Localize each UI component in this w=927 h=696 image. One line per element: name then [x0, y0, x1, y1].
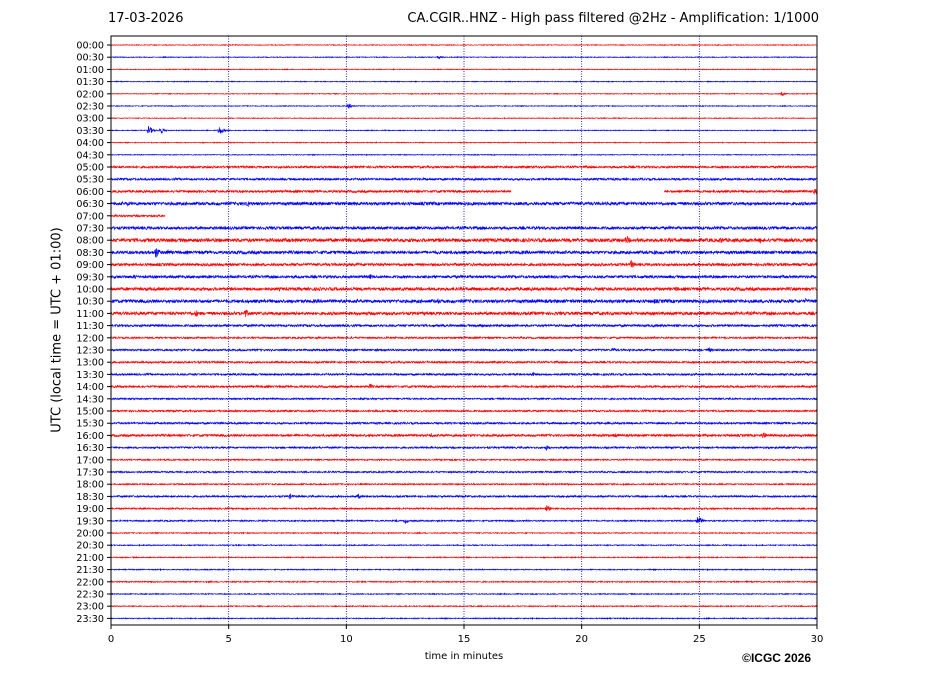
y-tick-label: 07:30 — [76, 224, 104, 235]
y-tick-label: 18:00 — [76, 480, 104, 491]
time-grid — [228, 36, 700, 625]
y-tick-label: 23:30 — [76, 614, 104, 625]
x-tick-label: 15 — [458, 634, 471, 645]
x-tick-label: 25 — [693, 634, 706, 645]
y-tick-label: 16:00 — [76, 431, 104, 442]
y-tick-label: 01:30 — [76, 77, 104, 88]
trace-row-1200 — [110, 335, 818, 340]
y-tick-label: 17:00 — [76, 455, 104, 466]
trace-row-2100 — [110, 555, 818, 560]
x-axis-ticks: 0 5 10 15 20 25 30 — [108, 625, 824, 645]
y-tick-label: 17:30 — [76, 468, 104, 479]
trace-row-2000 — [110, 531, 818, 535]
y-tick-label: 18:30 — [76, 492, 104, 503]
chart-title: CA.CGIR..HNZ - High pass filtered @2Hz -… — [407, 11, 819, 26]
y-tick-label: 05:00 — [76, 163, 104, 174]
y-tick-label: 14:00 — [76, 382, 104, 393]
trace-row-1400 — [110, 383, 818, 389]
y-tick-label: 09:30 — [76, 272, 104, 283]
trace-row-1230 — [110, 347, 818, 353]
y-tick-label: 12:30 — [76, 346, 104, 357]
y-tick-label: 20:00 — [76, 529, 104, 540]
trace-row-0430 — [110, 153, 818, 157]
x-tick-label: 30 — [811, 634, 824, 645]
y-tick-label: 11:30 — [76, 321, 104, 332]
x-tick-label: 5 — [225, 634, 231, 645]
y-tick-label: 22:00 — [76, 577, 104, 588]
date-label: 17-03-2026 — [108, 11, 184, 26]
trace-row-1900 — [110, 505, 818, 512]
y-tick-label: 10:30 — [76, 297, 104, 308]
trace-row-0330 — [110, 125, 818, 134]
y-tick-label: 23:00 — [76, 602, 104, 613]
y-tick-label: 13:30 — [76, 370, 104, 381]
y-tick-label: 02:00 — [76, 89, 104, 100]
y-tick-label: 14:30 — [76, 394, 104, 405]
y-axis-label: UTC (local time = UTC + 01:00) — [49, 227, 65, 433]
y-tick-label: 01:00 — [76, 65, 104, 76]
y-tick-label: 04:00 — [76, 138, 104, 149]
y-tick-label: 22:30 — [76, 590, 104, 601]
y-tick-label: 15:30 — [76, 419, 104, 430]
trace-row-1930 — [110, 517, 818, 524]
trace-row-2030 — [110, 543, 818, 547]
trace-row-0030 — [110, 55, 818, 60]
y-tick-label: 06:30 — [76, 199, 104, 210]
y-tick-label: 09:00 — [76, 260, 104, 271]
y-tick-label: 02:30 — [76, 102, 104, 113]
y-tick-label: 07:00 — [76, 211, 104, 222]
x-axis-label: time in minutes — [424, 651, 504, 662]
y-tick-label: 13:00 — [76, 358, 104, 369]
y-tick-label: 20:30 — [76, 541, 104, 552]
trace-row-0800 — [110, 235, 818, 244]
y-tick-label: 04:30 — [76, 150, 104, 161]
y-tick-label: 21:00 — [76, 553, 104, 564]
y-tick-label: 16:30 — [76, 443, 104, 454]
trace-row-0700 — [110, 213, 166, 218]
trace-row-2330 — [110, 616, 818, 620]
y-tick-label: 06:00 — [76, 187, 104, 198]
y-tick-label: 08:00 — [76, 236, 104, 247]
y-tick-label: 12:00 — [76, 333, 104, 344]
y-tick-label: 21:30 — [76, 565, 104, 576]
y-tick-label: 11:00 — [76, 309, 104, 320]
y-tick-label: 10:00 — [76, 285, 104, 296]
trace-row-1700 — [110, 457, 818, 462]
trace-row-0300 — [110, 116, 818, 120]
trace-row-0400 — [110, 141, 818, 144]
x-tick-label: 0 — [108, 634, 114, 645]
y-tick-label: 19:00 — [76, 504, 104, 515]
y-tick-label: 03:30 — [76, 126, 104, 137]
trace-row-0000 — [110, 43, 818, 47]
y-tick-label: 00:00 — [76, 41, 104, 52]
x-tick-label: 20 — [575, 634, 588, 645]
trace-row-0600 — [110, 188, 818, 195]
y-tick-label: 00:30 — [76, 53, 104, 64]
trace-row-1730 — [110, 470, 818, 474]
x-tick-label: 10 — [340, 634, 353, 645]
y-tick-label: 15:00 — [76, 407, 104, 418]
y-tick-label: 19:30 — [76, 516, 104, 527]
y-tick-label: 03:00 — [76, 114, 104, 125]
copyright: ©ICGC 2026 — [742, 651, 811, 665]
trace-row-1100 — [110, 309, 818, 318]
y-tick-label: 05:30 — [76, 175, 104, 186]
y-tick-label: 08:30 — [76, 248, 104, 259]
